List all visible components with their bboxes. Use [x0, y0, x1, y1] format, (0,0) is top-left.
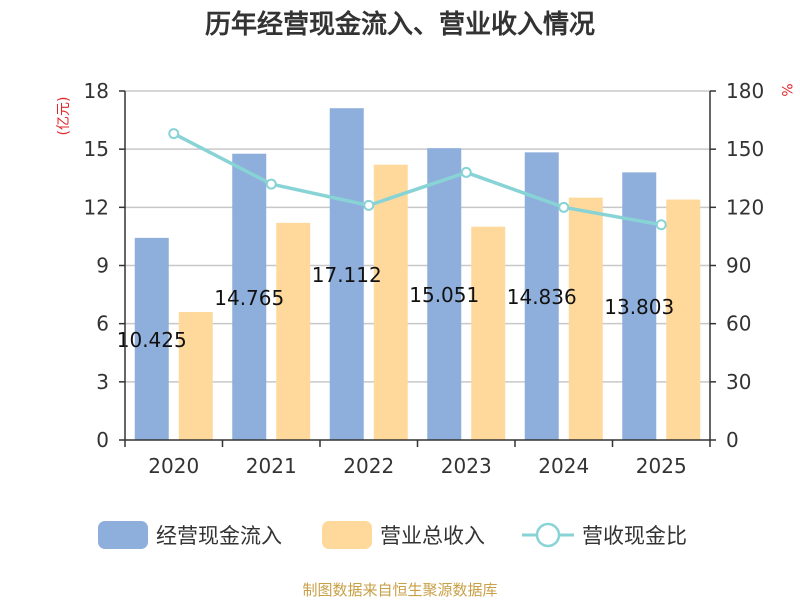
x-tick-label: 2023 — [441, 454, 492, 478]
ratio-point — [655, 219, 667, 231]
right-tick-label: 30 — [726, 370, 751, 394]
bar-data-label: 13.803 — [604, 295, 674, 319]
x-tick-label: 2025 — [636, 454, 687, 478]
bar-revenue — [373, 164, 408, 440]
bar-data-label: 17.112 — [312, 263, 382, 287]
bar-cash-inflow — [232, 153, 267, 440]
bar-revenue — [666, 199, 701, 440]
left-tick-label: 18 — [84, 79, 109, 103]
x-tick-label: 2024 — [538, 454, 589, 478]
legend-swatch — [98, 521, 148, 549]
legend-label: 营收现金比 — [582, 524, 687, 548]
ratio-point — [558, 201, 570, 213]
left-tick-label: 15 — [84, 137, 109, 161]
bars — [134, 108, 701, 441]
legend-label: 营业总收入 — [380, 524, 485, 548]
x-tick-label: 2022 — [343, 454, 394, 478]
right-tick-label: 180 — [726, 79, 764, 103]
bar-cash-inflow — [427, 148, 462, 440]
x-tick-label: 2021 — [246, 454, 297, 478]
bar-revenue — [276, 222, 311, 440]
chart-title: 历年经营现金流入、营业收入情况 — [205, 9, 595, 40]
legend-marker — [535, 522, 561, 548]
bar-cash-inflow — [329, 108, 364, 440]
bar-data-label: 10.425 — [117, 328, 187, 352]
left-axis-unit: (亿元) — [56, 97, 72, 136]
right-tick-label: 120 — [726, 195, 764, 219]
legend-label: 经营现金流入 — [156, 524, 282, 548]
ratio-point — [363, 199, 375, 211]
left-tick-label: 12 — [84, 195, 109, 219]
source-note: 制图数据来自恒生聚源数据库 — [302, 581, 497, 599]
ratio-line-path — [172, 132, 662, 227]
legend-swatch — [322, 521, 372, 549]
right-tick-label: 150 — [726, 137, 764, 161]
ratio-point — [460, 166, 472, 178]
x-tick-label: 2020 — [148, 454, 199, 478]
left-tick-label: 9 — [96, 254, 109, 278]
legend: 经营现金流入 营业总收入 营收现金比 — [98, 521, 687, 549]
right-tick-label: 90 — [726, 254, 751, 278]
left-tick-label: 0 — [96, 428, 109, 452]
right-axis-unit: % — [778, 83, 794, 96]
bar-cash-inflow — [134, 237, 169, 440]
bar-revenue — [471, 226, 506, 440]
bar-data-label: 14.836 — [507, 285, 577, 309]
bar-data-label: 14.765 — [214, 286, 284, 310]
bar-cash-inflow — [622, 172, 657, 440]
ratio-point — [168, 128, 180, 140]
bar-data-label: 15.051 — [409, 283, 479, 307]
left-tick-label: 6 — [96, 312, 109, 336]
data-labels: 10.425 14.765 17.112 15.051 14.836 13.803 — [117, 263, 674, 352]
left-tick-label: 3 — [96, 370, 109, 394]
right-tick-label: 60 — [726, 312, 751, 336]
bar-revenue — [568, 197, 603, 440]
bar-revenue — [178, 312, 213, 440]
ratio-line — [168, 128, 667, 231]
grid — [125, 90, 710, 383]
ratio-point — [265, 178, 277, 190]
right-tick-label: 0 — [726, 428, 739, 452]
